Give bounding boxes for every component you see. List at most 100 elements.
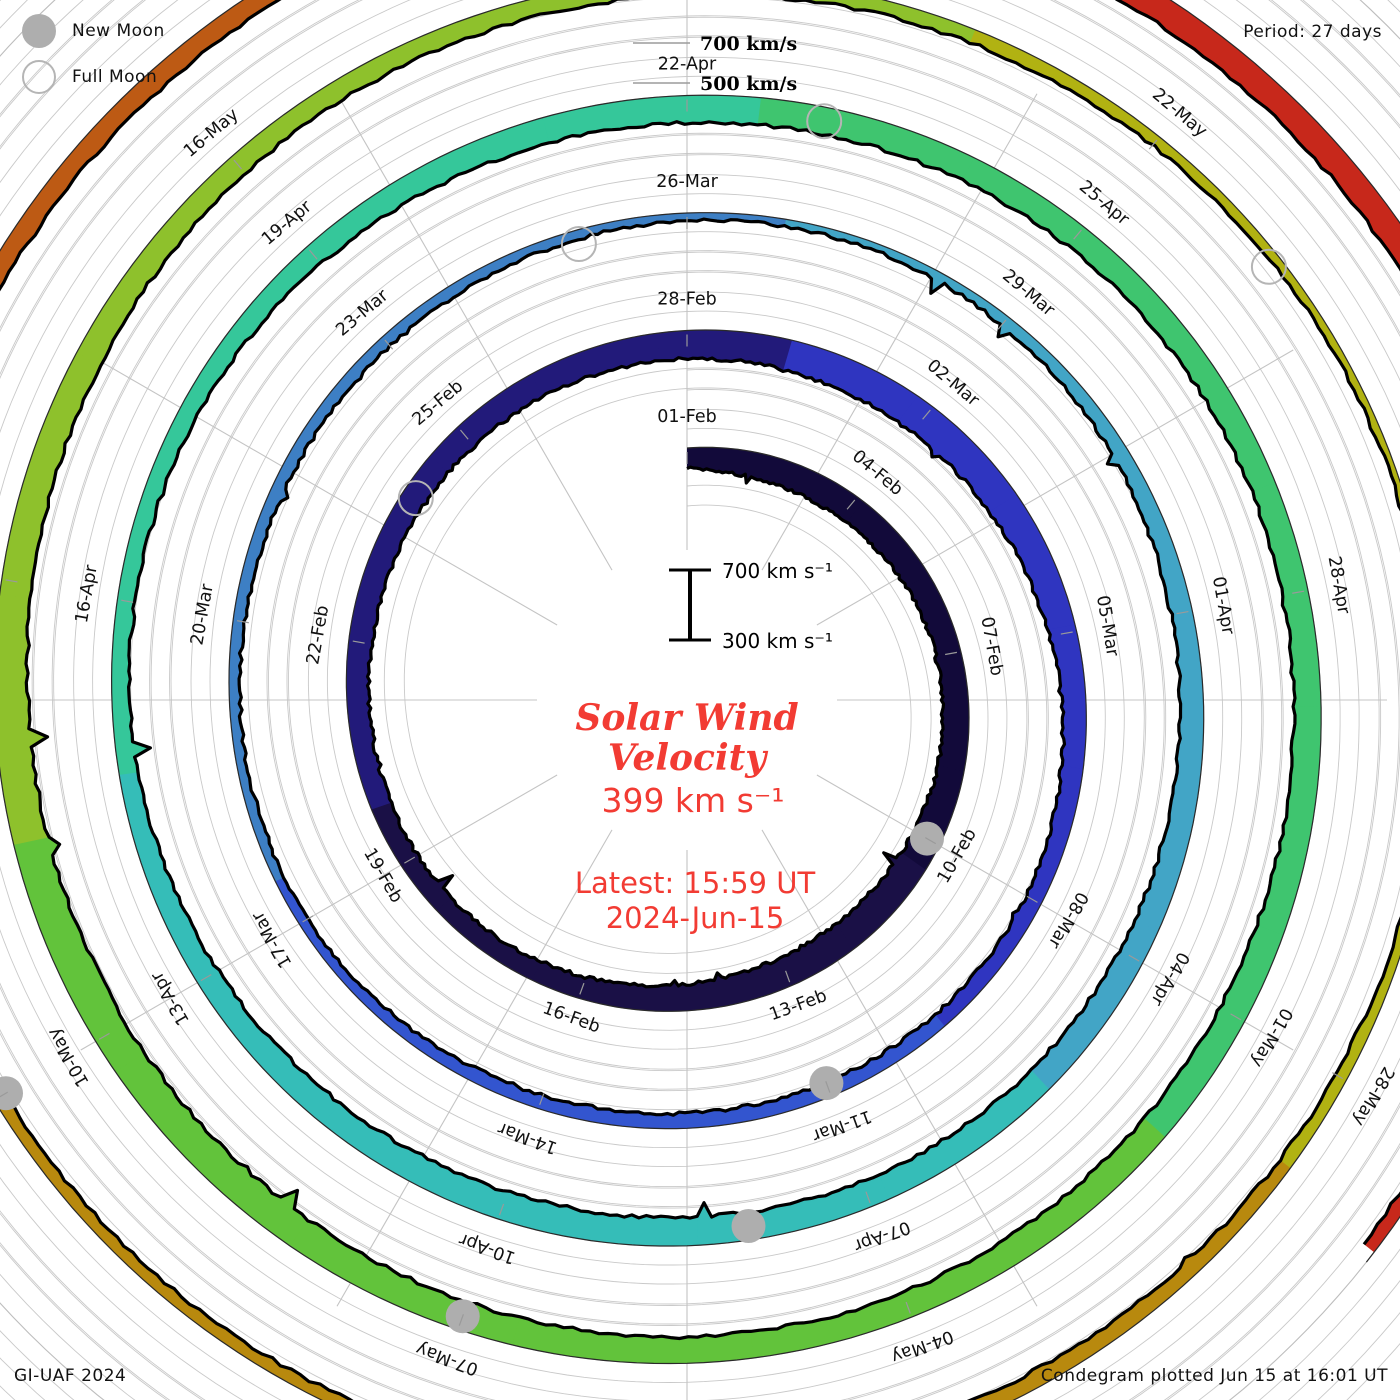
spiral-band-segment [111,557,151,775]
center-latest-date: 2024-Jun-15 [606,901,785,935]
date-tick-label: 28-May [1348,1063,1398,1129]
spiral-band-segment [0,584,50,845]
footer-credit: GI-UAF 2024 [14,1366,127,1386]
new-moon-icon [22,14,56,48]
date-tick-label: 08-Mar [1043,888,1092,952]
date-tick-label: 22-Apr [658,55,717,75]
spiral-band-segment [1026,920,1159,1095]
date-tick-label: 11-Mar [809,1105,874,1145]
date-tick-mark [0,1091,9,1098]
date-tick-mark [302,915,314,923]
date-tick-mark [459,429,469,440]
date-tick-label: 17-Mar [248,907,297,971]
date-tick-mark [1292,590,1305,594]
date-tick-mark [200,974,212,982]
radial-label-700: 700 km/s [700,33,797,55]
day-spoke-gridline [80,774,558,1051]
date-tick-mark [1332,1072,1344,1080]
legend-item-new-moon: New Moon [22,8,165,54]
spiral-band-segment [687,447,783,484]
spiral-band-segment [0,98,135,289]
date-tick-label: 07-Feb [976,615,1006,677]
day-spoke-gridline [336,93,613,571]
date-tick-mark [233,159,243,170]
scale-bar: 700 km s⁻¹ 300 km s⁻¹ [669,559,833,653]
spiral-band-segment [638,970,755,1012]
date-tick-mark [922,409,931,420]
spiral-band-segment [1138,925,1284,1144]
spiral-band-segment [48,1171,281,1375]
spiral-band-segment [236,17,475,170]
date-tick-mark [997,319,1007,330]
date-tick-mark [121,599,134,603]
center-readout: Solar Wind Velocity 399 km s⁻¹ Latest: 1… [575,697,816,935]
spiral-band-segment [346,561,390,691]
scale-bar-bottom-label: 300 km s⁻¹ [722,629,833,653]
date-tick-label: 13-Apr [147,967,194,1028]
spiral-band-segment [1081,399,1182,575]
full-moon-marker [397,480,434,517]
date-tick-mark [846,499,856,510]
spiral-band-segment [430,371,546,472]
center-title-line1: Solar Wind [575,697,798,739]
day-spoke-gridline [816,774,1294,1051]
scale-bar-top-label: 700 km s⁻¹ [722,559,833,583]
center-title-line2: Velocity [608,737,768,779]
date-tick-label: 25-Feb [409,376,467,430]
date-tick-mark [1026,895,1038,903]
spiral-band-segment [931,901,1039,1030]
spiral-band-segment [988,494,1077,635]
date-tick-mark [865,1191,871,1204]
date-tick-label: 19-Apr [258,196,316,249]
spiral-band-segment [960,1117,1166,1290]
date-tick-mark [1128,954,1140,962]
date-tick-mark [458,1314,464,1326]
spiral-band-segment [872,1069,1050,1203]
date-tick-label: 07-May [413,1338,481,1379]
date-tick-mark [404,856,416,864]
spiral-band-segment [898,395,1020,517]
full-moon-marker [1250,248,1287,285]
date-tick-mark [384,339,394,350]
radial-label-500: 500 km/s [700,73,797,95]
date-tick-mark [352,640,365,644]
spiral-band-segment [433,894,542,980]
date-tick-mark [1148,139,1158,150]
spiral-band-segment [282,1213,521,1345]
date-tick-label: 01-May [1246,1004,1296,1070]
spiral-band-segment [492,1190,698,1247]
date-tick-label: 22-Feb [303,604,333,666]
date-tick-label: 05-Mar [1092,594,1123,659]
date-tick-label: 16-Feb [540,998,603,1037]
spiral-band-segment [769,458,867,524]
spiral-band-segment [657,330,798,372]
day-spoke-gridline [761,829,1038,1307]
date-tick-mark [579,982,585,995]
spiral-band-segment [11,828,145,1072]
date-tick-mark [1230,1013,1242,1021]
date-tick-label: 10-Apr [456,1228,519,1267]
date-tick-mark [1060,631,1073,635]
spiral-band-segment [609,212,793,231]
date-tick-label: 04-May [888,1326,956,1367]
date-tick-label: 01-Feb [657,407,717,427]
spiral-band-segment [346,684,392,810]
spiral-band-segment [744,923,854,1001]
date-tick-mark [308,249,318,260]
full-moon-icon [22,60,56,94]
date-tick-label: 28-Feb [657,290,717,310]
spiral-band-segment [527,960,646,1011]
date-tick-label: 16-May [180,105,242,162]
date-tick-mark [5,579,18,583]
spiral-band-segment [905,575,966,676]
full-moon-marker [806,103,843,140]
spiral-band-segment [185,952,341,1124]
spiral-band-segment [784,219,961,294]
date-tick-label: 01-Apr [1208,575,1238,637]
spiral-band-segment [782,340,922,427]
